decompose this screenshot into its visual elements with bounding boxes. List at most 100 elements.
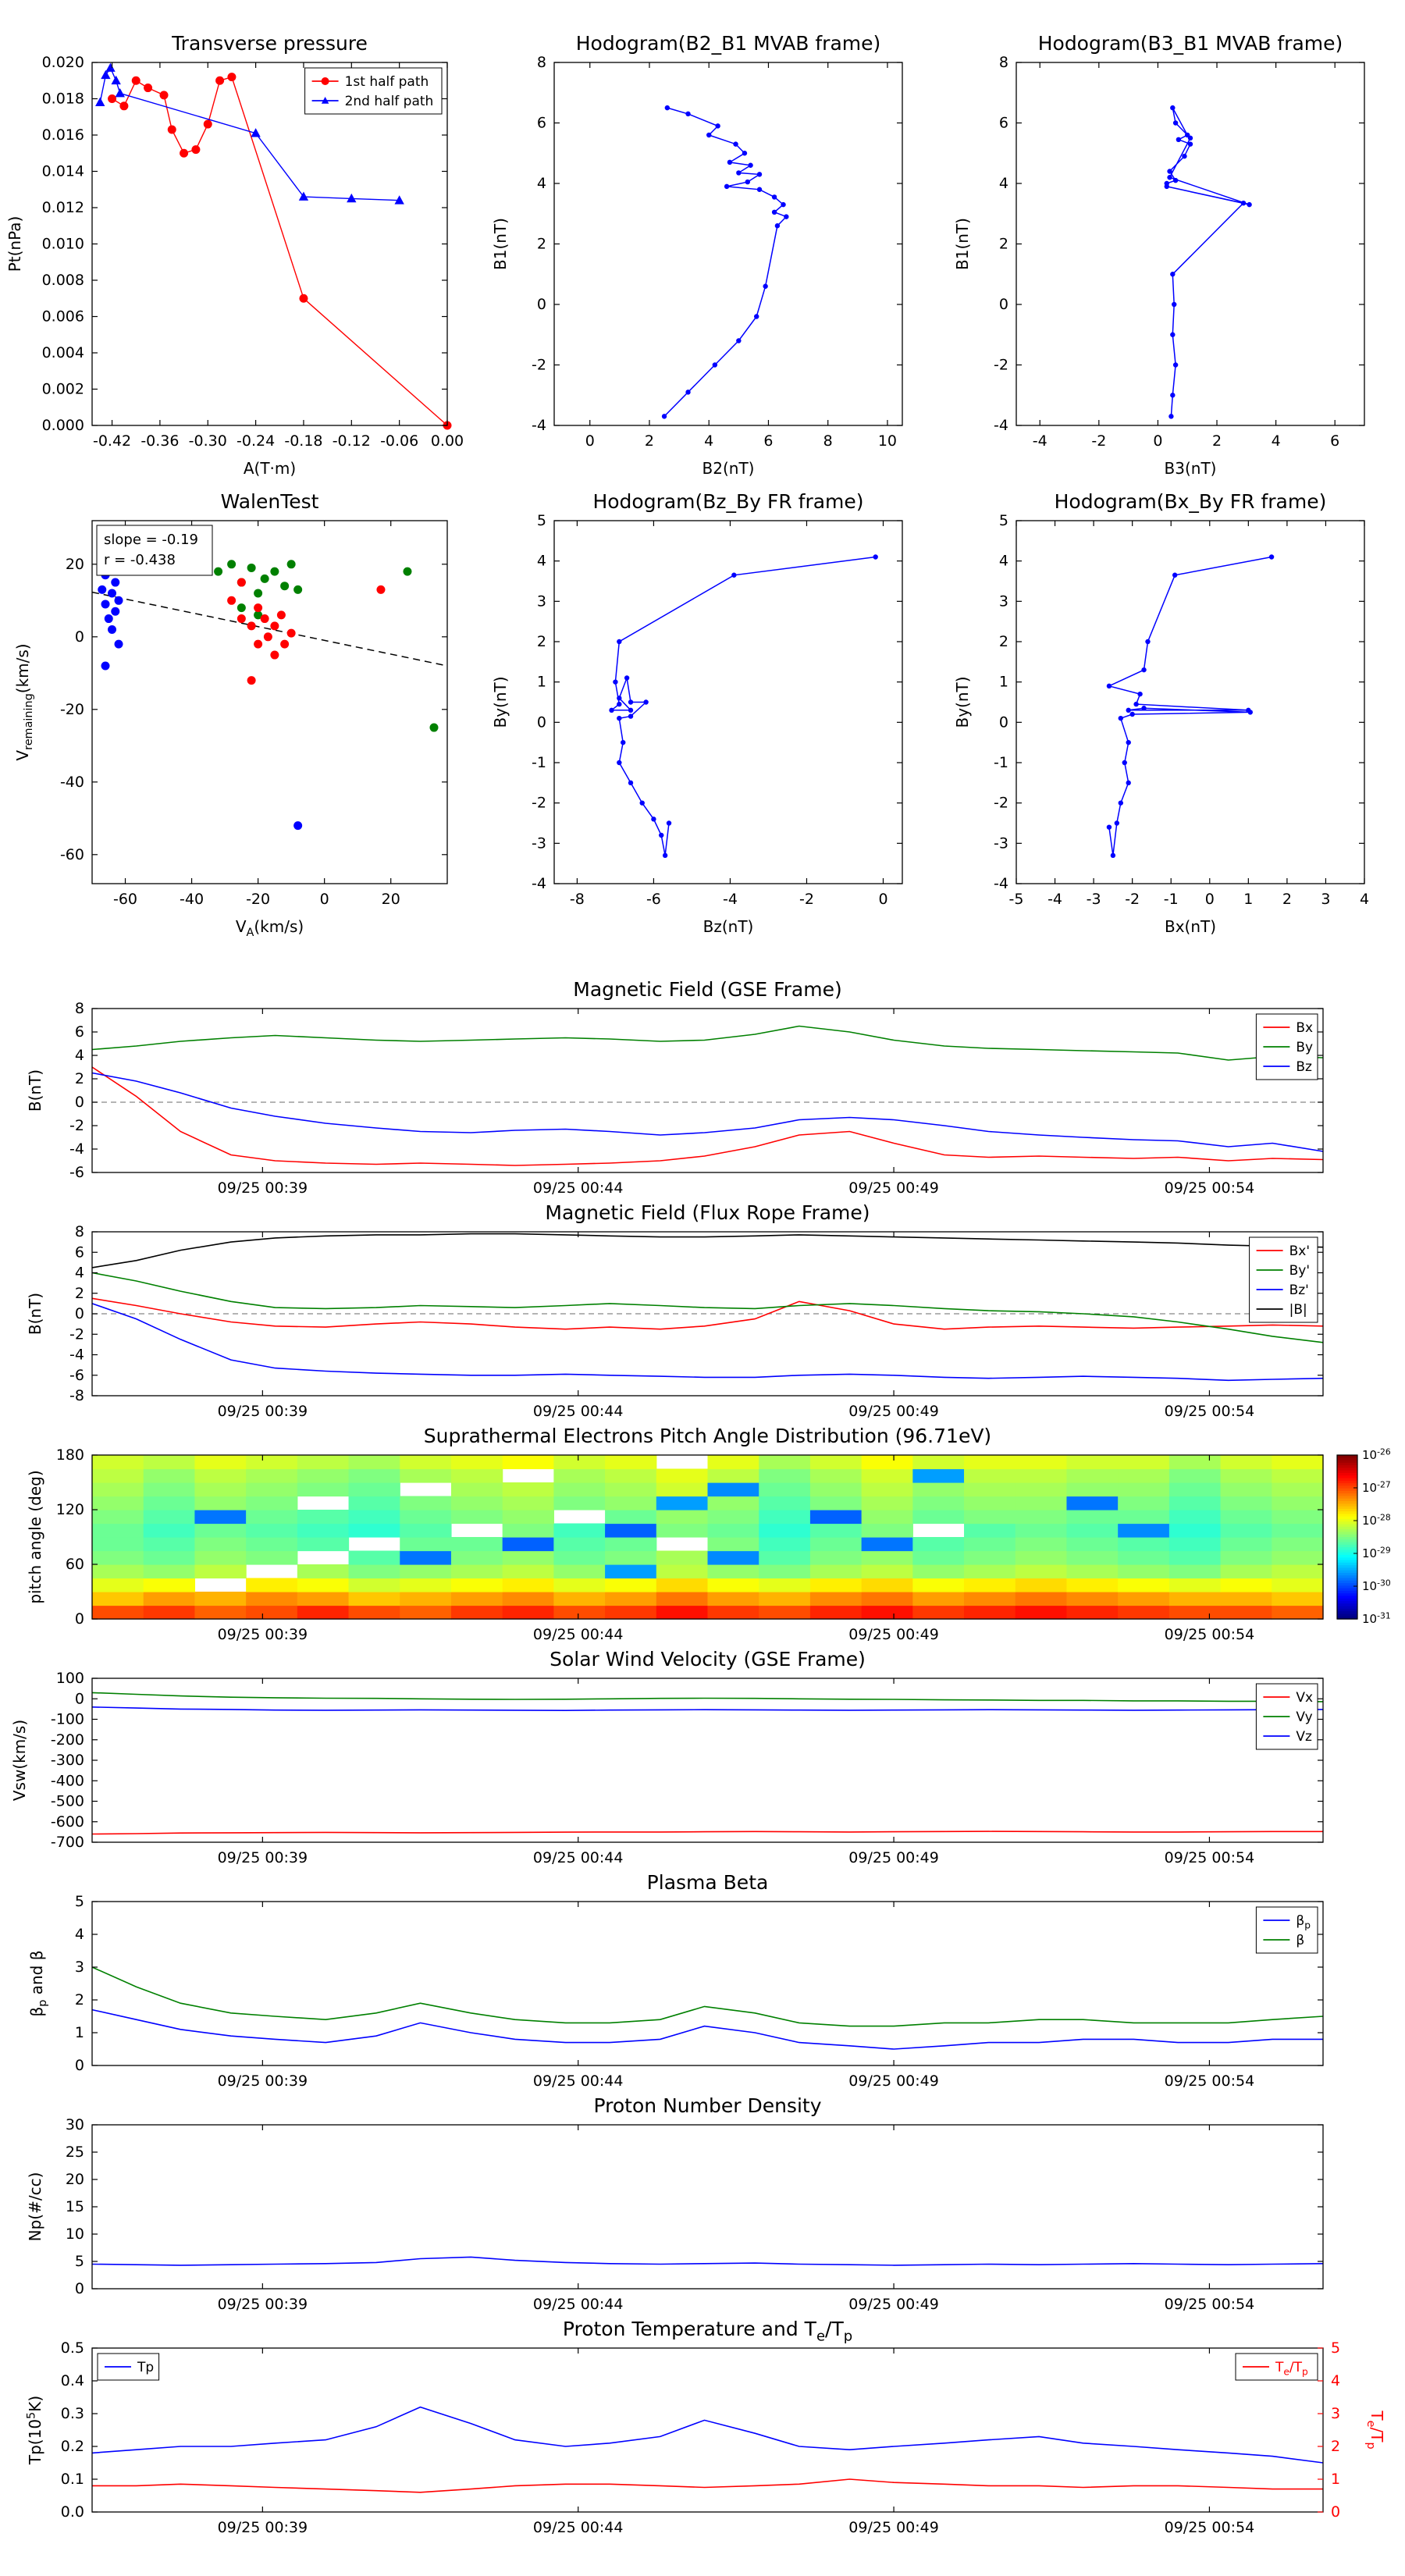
legend-label: Bx	[1296, 1020, 1313, 1036]
y-tick-label: 0	[999, 296, 1008, 313]
axes-mag-gse	[91, 1008, 1324, 1173]
x-tick-label: 09/25 00:44	[533, 2296, 624, 2313]
x-tick-label: 09/25 00:39	[218, 1403, 308, 1420]
y-tick-label: -6	[69, 1164, 84, 1181]
title-hodogram-bzby: Hodogram(Bz_By FR frame)	[592, 490, 863, 513]
ylabel-walen-test: Vremaining​(km/s)	[13, 643, 35, 760]
annotation-line: slope = -0.19	[104, 532, 198, 548]
y-tick-label: 0	[999, 713, 1008, 731]
heatmap-pad	[92, 1455, 1324, 1620]
ylabel-transverse-pressure: Pt(nPa)	[5, 216, 24, 272]
legend-label: Vy	[1296, 1710, 1312, 1725]
series-Bz	[91, 1072, 1324, 1152]
ylabel-plasma-beta: βp​ and β	[27, 1950, 49, 2016]
x-tick-label: 09/25 00:44	[533, 1179, 624, 1197]
legend-label: Vx	[1296, 1690, 1313, 1706]
series-walen red	[227, 578, 386, 685]
title-walen-test: WalenTest	[221, 490, 319, 513]
y-tick-label: 120	[56, 1501, 84, 1518]
y-tick-label: 1	[537, 674, 546, 691]
series-|B|	[91, 1233, 1324, 1268]
x-tick-label: -2	[799, 891, 814, 908]
y-tick-label: 2	[999, 633, 1008, 650]
series-beta_p	[91, 2008, 1323, 2050]
y-tick-label: -4	[532, 875, 546, 892]
y-tick-label: 0	[75, 1610, 84, 1628]
axes-plasma-beta	[91, 1901, 1324, 2066]
legend-vsw: Vx Vy Vz	[1255, 1683, 1318, 1750]
series-Vx	[91, 1831, 1323, 1835]
axis-ticks-hodogram-bzby: -8 -6 -4 -2 0 -4 -3 -2 -1 0 1 2 3 4 5	[532, 512, 902, 908]
series-Np	[91, 2256, 1324, 2266]
xlabel-hodogram-b3b1: B3(nT)	[1165, 459, 1217, 478]
x-tick-label: 09/25 00:54	[1165, 2073, 1255, 2090]
x-tick-label: 09/25 00:39	[218, 1626, 308, 1643]
title-vsw: Solar Wind Velocity (GSE Frame)	[550, 1648, 866, 1670]
y-tick-label: -700	[51, 1834, 84, 1851]
y-tick-label: 20	[66, 2171, 84, 2188]
xlabel-transverse-pressure: A(T·m)	[244, 459, 296, 478]
ylabel-mag-gse: B(nT)	[26, 1069, 44, 1112]
panel-pad: 09/25 00:39 09/25 00:44 09/25 00:49 09/25 0…	[26, 1425, 1391, 1643]
y-tick-label: -2	[532, 357, 546, 374]
ylabel-mag-fr: B(nT)	[26, 1293, 44, 1335]
y-tick-label: -2	[994, 795, 1008, 812]
panel-hodogram-b2b1: 0 2 4 6 8 10 -4 -2 0 2 4 6 8 Hodogram(B2_B1 MVAB fram…	[491, 32, 903, 478]
x-tick-label: -0.06	[380, 432, 418, 450]
y-tick-label: -400	[51, 1772, 84, 1789]
legend-label: |B|	[1289, 1302, 1307, 1318]
axis-ticks-plasma-beta: 09/25 00:39 09/25 00:44 09/25 00:49 09/25 0…	[75, 1893, 1323, 2090]
panel-plasma-beta: 09/25 00:39 09/25 00:44 09/25 00:49 09/25 0…	[27, 1871, 1324, 2090]
x-tick-label: 0	[320, 891, 329, 908]
y-tick-label: 8	[75, 1223, 84, 1240]
series-walen green	[214, 560, 439, 732]
y-tick-label: 2	[537, 236, 546, 253]
x-tick-label: 4	[1272, 432, 1281, 450]
y-tick-label: -300	[51, 1752, 84, 1769]
x-tick-label: 2	[645, 432, 654, 450]
series-By	[91, 1025, 1324, 1061]
y-tick-label: 0.4	[61, 2372, 84, 2389]
y-tick-label: 0.002	[42, 381, 84, 398]
x-tick-label: 09/25 00:39	[218, 2519, 308, 2536]
x-tick-label: 8	[823, 432, 833, 450]
y-tick-label: 4	[537, 553, 546, 570]
axes-mag-fr	[91, 1231, 1324, 1397]
right-tick-label: 1	[1331, 2471, 1340, 2488]
x-tick-label: -5	[1009, 891, 1024, 908]
y-tick-label: -6	[69, 1367, 84, 1384]
y-tick-label: -100	[51, 1711, 84, 1728]
x-tick-label: 3	[1321, 891, 1330, 908]
colorbar-tick-label: 10-30​	[1362, 1578, 1391, 1593]
x-tick-label: 09/25 00:49	[848, 1626, 939, 1643]
y-tick-label: -3	[532, 834, 546, 852]
ylabel-hodogram-b2b1: B1(nT)	[491, 218, 510, 270]
axis-ticks-proton-temp: 09/25 00:39 09/25 00:44 09/25 00:49 09/25 0…	[61, 2339, 1254, 2536]
axis-ticks-walen-test: -60 -40 -20 0 20 -60 -40 -20 0 20	[60, 521, 447, 908]
series-B2-B1 path	[661, 105, 789, 419]
axes-vsw	[91, 1678, 1324, 1843]
y-tick-label: 2	[999, 236, 1008, 253]
y-tick-label: 0	[75, 1690, 84, 1707]
panel-walen-test: -60 -40 -20 0 20 -60 -40 -20 0 20 WalenTest VA​(km/…	[13, 490, 448, 939]
panel-proton-temp: 09/25 00:39 09/25 00:44 09/25 00:49 09/25 0…	[25, 2318, 1386, 2536]
axis-ticks-pad: 09/25 00:39 09/25 00:44 09/25 00:49 09/25 0…	[56, 1446, 1323, 1643]
series-beta	[91, 1966, 1324, 2027]
series-By'	[91, 1272, 1324, 1343]
y-tick-label: 6	[999, 115, 1008, 132]
y-tick-label: 8	[537, 54, 546, 71]
y-tick-label: 0	[75, 2280, 84, 2297]
legend-proton-temp: Tp	[97, 2353, 160, 2381]
title-hodogram-b3b1: Hodogram(B3_B1 MVAB frame)	[1038, 32, 1343, 55]
title-pad: Suprathermal Electrons Pitch Angle Distr…	[424, 1425, 991, 1447]
right-tick-label: 3	[1331, 2405, 1340, 2422]
x-tick-label: -1	[1164, 891, 1179, 908]
axis-ticks-hodogram-b3b1: -4 -2 0 2 4 6 -4 -2 0 2 4 6 8	[994, 54, 1364, 450]
title-mag-gse: Magnetic Field (GSE Frame)	[573, 978, 841, 1001]
title-hodogram-bxby: Hodogram(Bx_By FR frame)	[1055, 490, 1327, 513]
axis-ticks-transverse-pressure: -0.42 -0.36 -0.30 -0.24 -0.18 -0.12 -0.06 0.000…	[42, 54, 464, 450]
y-tick-label: 4	[999, 553, 1008, 570]
y-tick-label: -4	[532, 417, 546, 434]
x-tick-label: 0	[878, 891, 887, 908]
